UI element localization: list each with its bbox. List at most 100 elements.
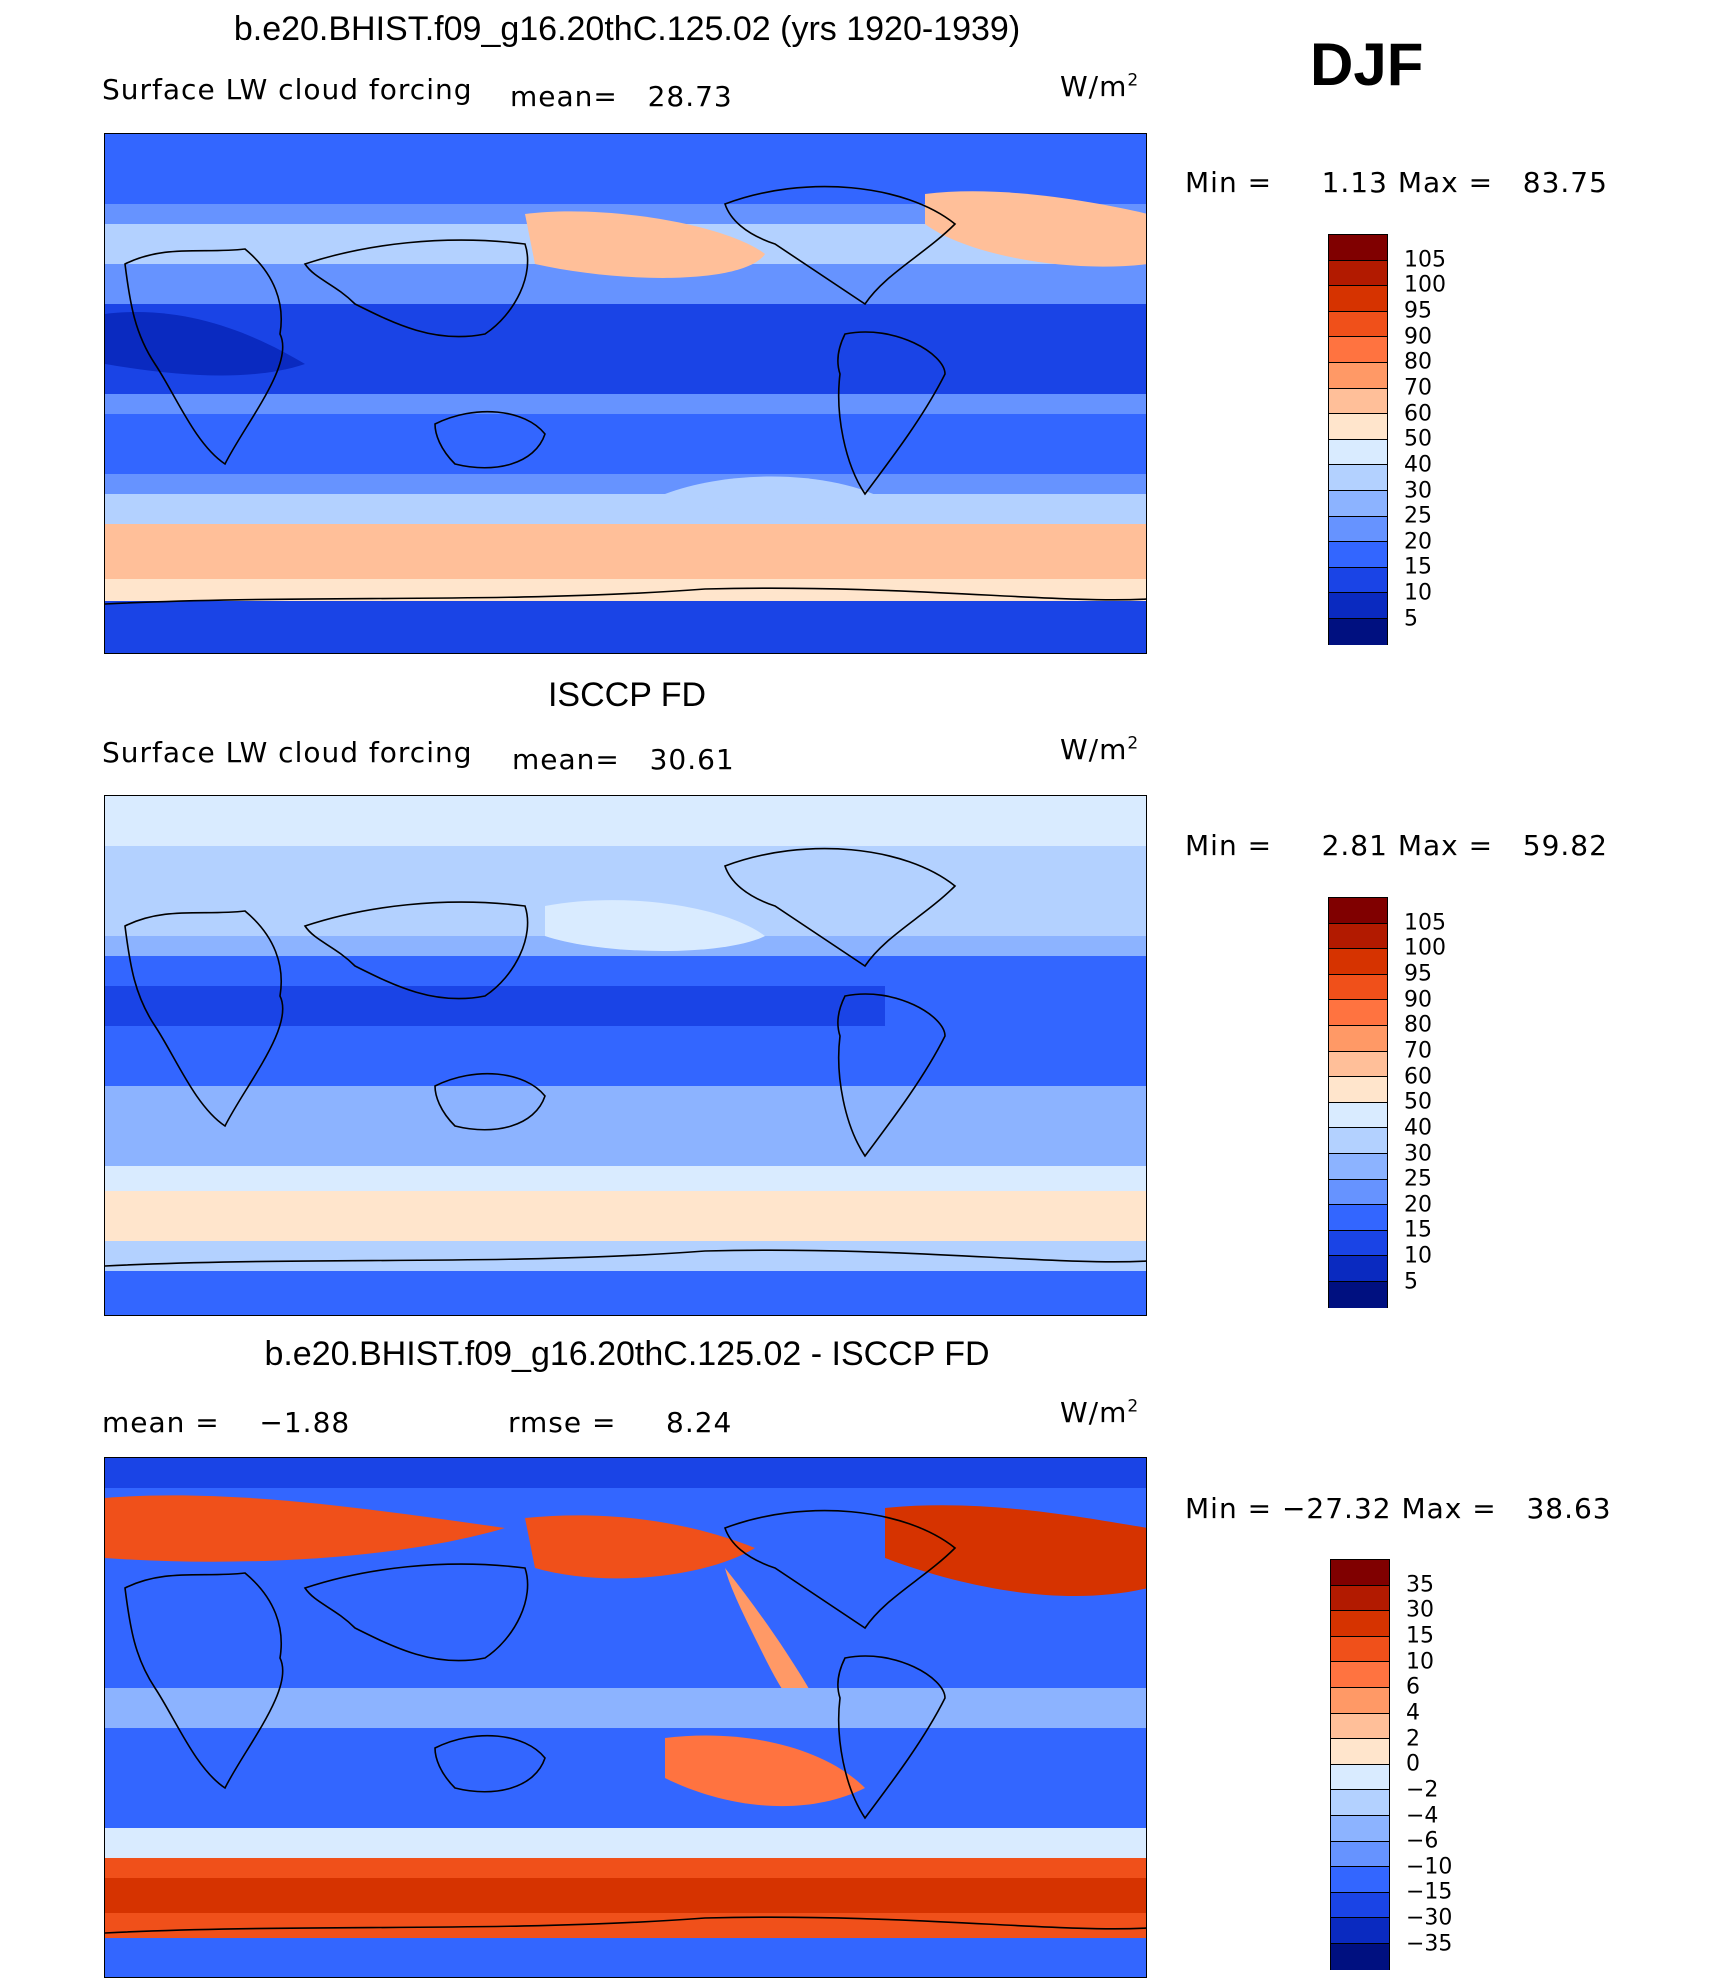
panel1-max-label: Max =	[1397, 166, 1494, 199]
panel1-units-base: W/m	[1060, 70, 1128, 103]
panel2-cb-swatch	[1329, 1077, 1387, 1103]
panel1-cb-tick: 100	[1404, 272, 1446, 298]
panel1-cb-swatch	[1329, 388, 1387, 415]
panel3-colorbar	[1330, 1559, 1390, 1970]
panel3-mean: mean = −1.88	[102, 1406, 350, 1439]
panel2-cb-swatch	[1329, 1128, 1387, 1154]
panel1-cb-tick: 40	[1404, 452, 1432, 478]
panel1-cb-tick: 50	[1404, 426, 1432, 452]
panel3-map	[104, 1457, 1147, 1978]
panel1-tropics-band	[105, 304, 1146, 394]
panel3-cb-swatch	[1331, 1815, 1389, 1842]
panel2-cb-tick: 100	[1404, 935, 1446, 961]
panel3-map-svg	[105, 1458, 1146, 1977]
panel3-cb-tick: 6	[1406, 1674, 1420, 1700]
panel2-map	[104, 795, 1147, 1316]
panel3-max-label: Max =	[1401, 1492, 1497, 1525]
panel3-cb-tick: 35	[1406, 1572, 1434, 1598]
panel3-eurasia-warm	[105, 1495, 505, 1562]
panel3-rmse-label: rmse =	[508, 1406, 617, 1439]
panel2-cb-tick: 10	[1404, 1243, 1432, 1269]
panel1-min-label: Min =	[1185, 166, 1273, 199]
panel1-mean-value: 28.73	[647, 80, 733, 113]
panel2-sh-band	[105, 1116, 1146, 1166]
panel3-se-pacific-warm	[665, 1735, 865, 1807]
panel3-max-value: 38.63	[1526, 1492, 1612, 1525]
panel3-cb-swatch	[1331, 1560, 1389, 1586]
panel1-title: b.e20.BHIST.f09_g16.20thC.125.02 (yrs 19…	[233, 10, 1021, 48]
panel1-cb-swatch	[1329, 542, 1387, 568]
panel2-npacific-pale	[545, 900, 765, 951]
panel3-npacific-warm	[525, 1515, 755, 1579]
panel2-cb-swatch	[1329, 1179, 1387, 1206]
panel3-cb-tick: 0	[1406, 1751, 1420, 1777]
panel2-mean: mean= 30.61	[512, 743, 735, 776]
panel2-cb-swatch	[1329, 1256, 1387, 1282]
panel3-cb-swatch	[1331, 1790, 1389, 1816]
panel3-cb-tick: −6	[1406, 1828, 1439, 1854]
panel3-cb-swatch	[1331, 1662, 1389, 1688]
panel2-map-svg	[105, 796, 1146, 1315]
panel2-cb-tick: 5	[1404, 1269, 1418, 1295]
panel3-cb-swatch	[1331, 1687, 1389, 1714]
panel3-units-exp: 2	[1127, 1396, 1140, 1417]
panel2-cb-tick: 95	[1404, 961, 1432, 987]
panel2-cb-swatch	[1329, 1153, 1387, 1180]
panel3-cb-swatch	[1331, 1585, 1389, 1612]
panel2-cb-tick: 50	[1404, 1089, 1432, 1115]
panel2-arctic-band	[105, 796, 1146, 846]
panel1-map	[104, 133, 1147, 654]
panel3-rmse: rmse = 8.24	[508, 1406, 732, 1439]
panel3-natlantic-warm	[885, 1505, 1146, 1597]
panel2-cb-tick: 70	[1404, 1038, 1432, 1064]
panel1-cb-swatch	[1329, 362, 1387, 389]
panel3-cb-tick: −2	[1406, 1777, 1439, 1803]
panel2-coastlines	[105, 847, 1146, 1267]
panel3-cb-tick: 2	[1406, 1726, 1420, 1752]
panel1-minmax: Min = 1.13 Max = 83.75	[1185, 166, 1608, 199]
panel3-cb-tick: −30	[1406, 1905, 1453, 1931]
panel2-cb-tick: 40	[1404, 1115, 1432, 1141]
panel1-cb-tick: 60	[1404, 401, 1432, 427]
panel1-variable: Surface LW cloud forcing	[102, 73, 473, 106]
panel3-cb-swatch	[1331, 1739, 1389, 1765]
season-label: DJF	[1310, 31, 1424, 98]
panel1-cb-tick: 30	[1404, 478, 1432, 504]
panel2-colorbar	[1328, 897, 1388, 1308]
panel3-coastlines	[105, 1509, 1146, 1934]
panel2-cb-swatch	[1329, 1281, 1387, 1308]
panel1-cb-swatch	[1329, 311, 1387, 338]
panel1-min-value: 1.13	[1321, 166, 1388, 199]
panel2-cb-tick: 90	[1404, 987, 1432, 1013]
panel3-cb-swatch	[1331, 1841, 1389, 1868]
panel1-mean: mean= 28.73	[510, 80, 733, 113]
panel2-antarctic	[105, 1271, 1146, 1315]
panel2-cb-swatch	[1329, 923, 1387, 950]
panel2-cb-tick: 30	[1404, 1141, 1432, 1167]
panel1-map-svg	[105, 134, 1146, 653]
panel3-southern-ocean-core	[105, 1878, 1146, 1913]
panel3-cb-swatch	[1331, 1611, 1389, 1637]
panel1-sh-warm-band	[105, 524, 1146, 584]
panel1-cb-tick: 20	[1404, 529, 1432, 555]
panel3-arctic-band	[105, 1458, 1146, 1488]
panel3-pacific-coast-warm	[725, 1568, 825, 1720]
panel1-units: W/m2	[1060, 70, 1139, 103]
panel3-min-value: −27.32	[1281, 1492, 1392, 1525]
panel1-cb-swatch	[1329, 516, 1387, 543]
panel1-cb-tick: 90	[1404, 324, 1432, 350]
panel3-units-base: W/m	[1060, 1396, 1128, 1429]
panel2-variable: Surface LW cloud forcing	[102, 736, 473, 769]
panel3-cb-tick: 4	[1406, 1700, 1420, 1726]
panel1-cb-swatch	[1329, 490, 1387, 517]
panel3-units: W/m2	[1060, 1396, 1139, 1429]
panel1-cb-swatch	[1329, 439, 1387, 466]
panel1-africa-deep	[105, 312, 305, 376]
panel1-sh-pale-band	[105, 579, 1146, 601]
panel3-sh-pale	[105, 1828, 1146, 1858]
panel3-min-label: Min =	[1185, 1492, 1273, 1525]
panel3-cb-swatch	[1331, 1943, 1389, 1970]
panel2-units: W/m2	[1060, 733, 1139, 766]
panel1-antarctic	[105, 601, 1146, 653]
panel2-cb-swatch	[1329, 974, 1387, 1001]
